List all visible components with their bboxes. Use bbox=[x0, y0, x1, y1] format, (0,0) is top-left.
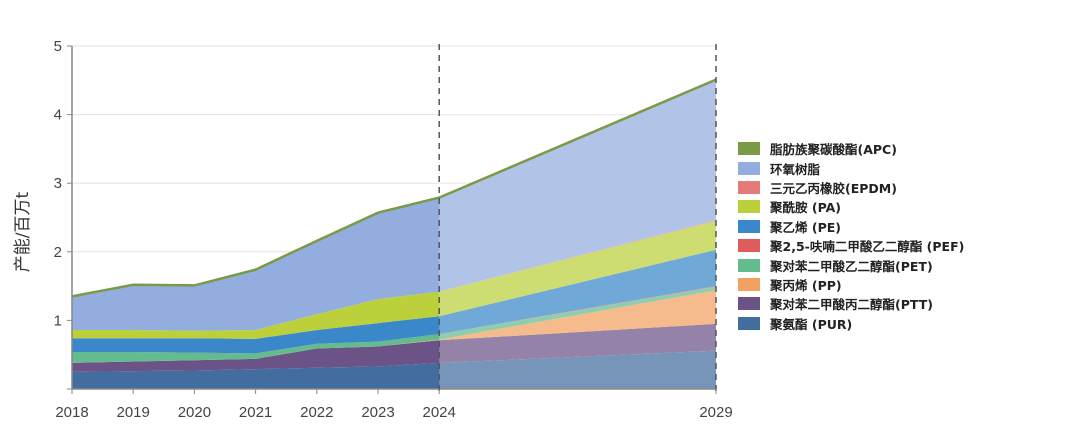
legend-label: 聚乙烯 (PE) bbox=[770, 219, 841, 235]
y-tick-label: 4 bbox=[54, 107, 62, 124]
legend-label: 聚氨酯 (PUR) bbox=[770, 316, 853, 332]
legend-item: 聚乙烯 (PE) bbox=[738, 217, 964, 236]
legend-item: 聚对苯二甲酸乙二醇酯(PET) bbox=[738, 255, 964, 274]
legend-label: 聚对苯二甲酸乙二醇酯(PET) bbox=[770, 258, 933, 274]
x-tick-label: 2021 bbox=[239, 404, 272, 421]
y-tick-label: 3 bbox=[54, 175, 62, 192]
x-tick-label: 2019 bbox=[117, 404, 150, 421]
legend-swatch bbox=[738, 277, 760, 291]
legend-swatch bbox=[738, 180, 760, 194]
legend-item: 脂肪族聚碳酸酯(APC) bbox=[738, 139, 964, 158]
y-tick-label: 2 bbox=[54, 244, 62, 261]
legend-label: 脂肪族聚碳酸酯(APC) bbox=[770, 142, 897, 158]
legend-item: 聚对苯二甲酸丙二醇酯(PTT) bbox=[738, 294, 964, 313]
y-tick-label: 5 bbox=[54, 38, 62, 55]
area-2 bbox=[72, 290, 716, 363]
legend-label: 聚2,5-呋喃二甲酸乙二醇酯 (PEF) bbox=[770, 239, 965, 255]
area-0 bbox=[72, 350, 716, 389]
axes bbox=[67, 44, 717, 395]
legend-label: 聚丙烯 (PP) bbox=[770, 277, 842, 293]
legend-swatch bbox=[738, 200, 760, 214]
x-tick-label: 2023 bbox=[361, 404, 394, 421]
area-5 bbox=[72, 249, 716, 354]
x-tick-label: 2018 bbox=[55, 404, 88, 421]
area-8 bbox=[72, 80, 716, 331]
legend-item: 聚2,5-呋喃二甲酸乙二醇酯 (PEF) bbox=[738, 236, 964, 255]
legend-item: 环氧树脂 bbox=[738, 158, 964, 177]
y-axis-label: 产能/百万t bbox=[13, 191, 33, 272]
legend-swatch bbox=[738, 297, 760, 311]
legend-item: 聚丙烯 (PP) bbox=[738, 275, 964, 294]
legend-swatch bbox=[738, 161, 760, 175]
area-1 bbox=[72, 323, 716, 372]
x-tick-label: 2020 bbox=[178, 404, 211, 421]
x-tick-labels: 2018 2019 2020 2021 2022 2023 2024 2029 bbox=[55, 404, 732, 421]
area-6 bbox=[72, 220, 716, 339]
legend-label: 三元乙丙橡胶(EPDM) bbox=[770, 180, 897, 196]
legend-item: 三元乙丙橡胶(EPDM) bbox=[738, 178, 964, 197]
legend: 脂肪族聚碳酸酯(APC) 环氧树脂三元乙丙橡胶(EPDM) 聚酰胺 (PA) 聚乙烯 … bbox=[738, 139, 964, 333]
area-series bbox=[72, 79, 716, 389]
y-tick-labels: 1 2 3 4 5 bbox=[54, 38, 62, 329]
apc-top-line bbox=[71, 78, 717, 298]
y-tick-label: 1 bbox=[54, 312, 62, 329]
legend-label: 聚酰胺 (PA) bbox=[770, 200, 841, 216]
legend-swatch bbox=[738, 316, 760, 330]
top-line bbox=[71, 78, 717, 298]
legend-swatch bbox=[738, 239, 760, 253]
x-tick-label: 2024 bbox=[423, 404, 456, 421]
legend-item: 聚酰胺 (PA) bbox=[738, 197, 964, 216]
x-tick-label: 2029 bbox=[699, 404, 732, 421]
area-3 bbox=[72, 286, 716, 363]
legend-swatch bbox=[738, 142, 760, 156]
legend-swatch bbox=[738, 258, 760, 272]
legend-label: 聚对苯二甲酸丙二醇酯(PTT) bbox=[770, 297, 933, 313]
legend-label: 环氧树脂 bbox=[770, 161, 821, 177]
forecast-shade bbox=[439, 40, 716, 389]
x-tick-label: 2022 bbox=[300, 404, 333, 421]
legend-swatch bbox=[738, 219, 760, 233]
legend-item: 聚氨酯 (PUR) bbox=[738, 314, 964, 333]
